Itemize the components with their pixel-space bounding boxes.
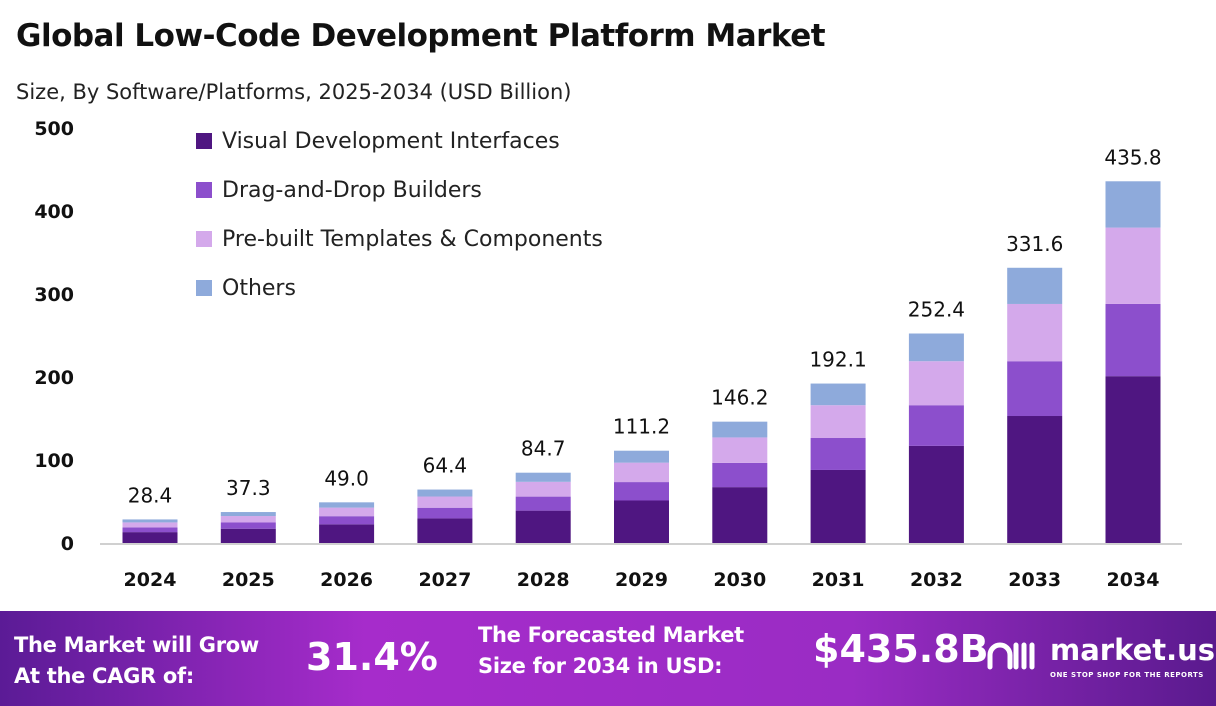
total-label: 252.4: [908, 298, 965, 322]
bar-segment-2029-3: [614, 462, 669, 483]
bar-segment-2024-3: [122, 522, 178, 528]
total-label: 84.7: [521, 437, 566, 461]
chart-subtitle: Size, By Software/Platforms, 2025-2034 (…: [16, 80, 572, 104]
stacked-bar-chart: 0 100 200 300 400 500 28.4 2024 37.3 2025 49.0 2026…: [34, 118, 1182, 591]
legend-swatch: [196, 280, 212, 296]
bar-segment-2030-1: [712, 487, 768, 543]
cagr-label-line1: The Market will Grow: [14, 633, 259, 657]
bar-segment-2028-4: [515, 472, 571, 482]
x-tick-label: 2027: [418, 569, 471, 591]
bar-segment-2030-3: [712, 437, 768, 463]
forecast-label-line1: The Forecasted Market: [478, 623, 744, 647]
bar-segment-2034-2: [1105, 303, 1161, 377]
bar-segment-2032-2: [908, 405, 964, 446]
bar-segment-2028-1: [515, 510, 571, 543]
bar-segment-2026-4: [319, 502, 375, 508]
cagr-label-line2: At the CAGR of:: [14, 664, 194, 688]
legend-label: Visual Development Interfaces: [222, 129, 560, 154]
x-tick-label: 2032: [910, 569, 963, 591]
bar-segment-2031-4: [810, 383, 866, 406]
bar-segment-2030-2: [712, 462, 768, 488]
bar-segment-2031-2: [810, 438, 866, 470]
legend-swatch: [196, 133, 212, 149]
bar-segment-2029-4: [614, 450, 669, 463]
bar-segment-2034-4: [1105, 181, 1161, 228]
logo-tagline: ONE STOP SHOP FOR THE REPORTS: [1050, 671, 1204, 679]
logo-text: market.us: [1050, 633, 1216, 667]
x-tick-label: 2031: [812, 569, 865, 591]
bar-segment-2028-3: [515, 481, 571, 497]
x-tick-label: 2026: [320, 569, 373, 591]
bar-segment-2032-3: [908, 361, 964, 406]
bar-segment-2025-4: [220, 512, 276, 517]
forecast-label: The Forecasted Market Size for 2034 in U…: [478, 620, 744, 682]
total-label: 64.4: [423, 454, 468, 478]
legend-label: Pre-built Templates & Components: [222, 227, 603, 252]
bar-segment-2024-4: [122, 519, 178, 523]
legend-swatch: [196, 231, 212, 247]
legend-swatch: [196, 182, 212, 198]
bar-segment-2027-1: [417, 518, 473, 543]
bar-segment-2025-2: [220, 522, 276, 529]
y-tick-label: 400: [34, 201, 74, 223]
x-tick-label: 2030: [713, 569, 766, 591]
x-tick-label: 2028: [517, 569, 570, 591]
bar-segment-2024-1: [122, 532, 178, 543]
bar-segment-2032-1: [908, 445, 964, 543]
bar-segment-2031-3: [810, 405, 866, 439]
bar-segment-2034-3: [1105, 227, 1161, 304]
bar-segment-2030-4: [712, 421, 768, 438]
cagr-label: The Market will Grow At the CAGR of:: [14, 630, 259, 692]
total-label: 49.0: [324, 466, 369, 490]
cagr-value: 31.4%: [306, 635, 438, 679]
bar-segment-2026-2: [319, 516, 375, 525]
bar-segment-2027-3: [417, 496, 473, 508]
x-tick-label: 2024: [124, 569, 177, 591]
bar-segment-2034-1: [1105, 376, 1161, 543]
bar-segment-2033-3: [1007, 303, 1063, 362]
total-label: 192.1: [809, 348, 866, 372]
market-us-logo-icon: [987, 642, 1035, 670]
x-tick-label: 2029: [615, 569, 668, 591]
bar-segment-2026-1: [319, 524, 375, 543]
bar-segment-2029-2: [614, 482, 669, 501]
bar-segment-2025-1: [220, 528, 276, 543]
bar-segment-2027-4: [417, 489, 473, 497]
summary-banner: The Market will Grow At the CAGR of: 31.…: [0, 611, 1216, 706]
legend-label: Others: [222, 276, 296, 301]
y-tick-label: 500: [34, 118, 74, 140]
x-tick-label: 2034: [1107, 569, 1160, 591]
total-label: 37.3: [226, 476, 271, 500]
forecast-value: $435.8B: [813, 627, 989, 671]
bar-segment-2027-2: [417, 507, 473, 519]
y-tick-label: 300: [34, 284, 74, 306]
bar-segment-2026-3: [319, 507, 375, 517]
y-tick-label: 0: [61, 533, 74, 555]
bar-segment-2025-3: [220, 516, 276, 523]
bar-segment-2029-1: [614, 500, 669, 543]
forecast-label-line2: Size for 2034 in USD:: [478, 654, 723, 678]
total-label: 435.8: [1104, 145, 1161, 169]
chart-title: Global Low-Code Development Platform Mar…: [16, 18, 826, 54]
y-tick-label: 200: [34, 367, 74, 389]
bar-segment-2033-4: [1007, 267, 1063, 304]
bar-segment-2031-1: [810, 469, 866, 543]
y-tick-label: 100: [34, 450, 74, 472]
bar-segment-2028-2: [515, 496, 571, 511]
x-tick-label: 2025: [222, 569, 275, 591]
total-label: 111.2: [613, 415, 670, 439]
total-label: 146.2: [711, 386, 768, 410]
legend-label: Drag-and-Drop Builders: [222, 178, 482, 203]
total-label: 28.4: [128, 483, 173, 507]
total-label: 331.6: [1006, 232, 1063, 256]
x-tick-label: 2033: [1008, 569, 1061, 591]
bar-segment-2032-4: [908, 333, 964, 362]
bar-segment-2033-2: [1007, 361, 1063, 417]
bar-segment-2033-1: [1007, 416, 1063, 543]
bar-segment-2024-2: [122, 527, 178, 533]
